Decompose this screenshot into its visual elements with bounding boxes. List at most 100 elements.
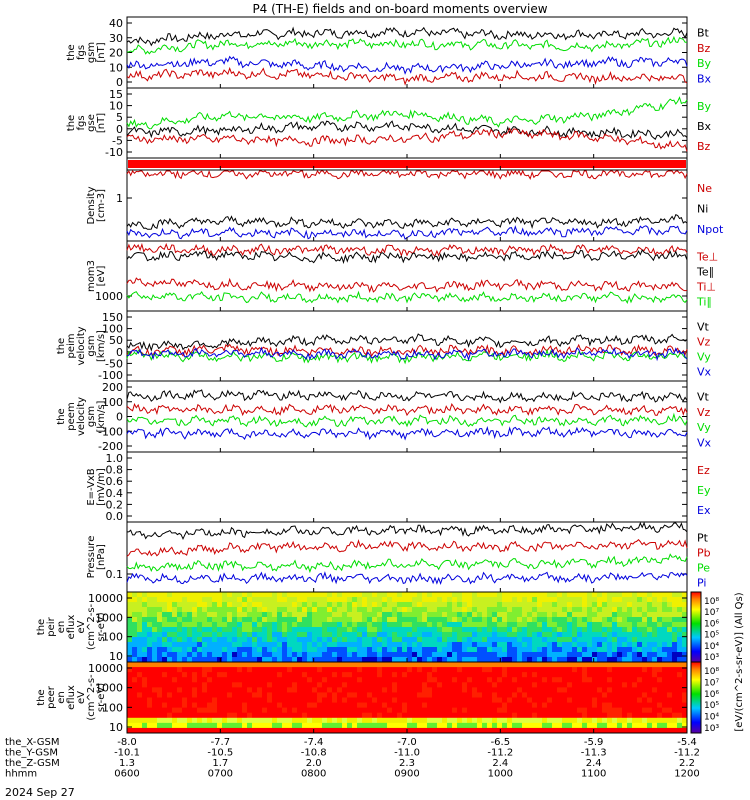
spectrogram-cell: [282, 617, 288, 623]
spectrogram-cell: [332, 647, 338, 653]
spectrogram-cell: [222, 622, 228, 628]
y-tick-label: 0: [116, 411, 123, 424]
spectrogram-cell: [612, 682, 618, 688]
spectrogram-cell: [252, 677, 258, 683]
spectrogram-cell: [127, 712, 133, 719]
spectrogram-cell: [482, 627, 488, 633]
spectrogram-cell: [502, 632, 508, 638]
spectrogram-cell: [292, 707, 298, 714]
spectrogram-cell: [147, 707, 153, 714]
spectrogram-cell: [632, 677, 638, 683]
spectrogram-cell: [262, 677, 268, 683]
spectrogram-cell: [367, 637, 373, 643]
spectrogram-cell: [287, 687, 293, 693]
spectrogram-cell: [542, 717, 548, 724]
spectrogram-cell: [302, 697, 308, 703]
spectrogram-cell: [397, 712, 403, 719]
spectrogram-cell: [347, 672, 353, 678]
spectrogram-cell: [592, 712, 598, 719]
spectrogram-cell: [342, 702, 348, 709]
spectrogram-cell: [367, 722, 373, 729]
spectrogram-cell: [622, 667, 628, 673]
spectrogram-cell: [317, 722, 323, 729]
spectrogram-cell: [547, 612, 553, 618]
spectrogram-cell: [477, 647, 483, 653]
legend-entry: Vz: [697, 336, 711, 349]
spectrogram-cell: [347, 707, 353, 714]
spectrogram-cell: [337, 607, 343, 613]
spectrogram-cell: [222, 682, 228, 688]
spectrogram-cell: [457, 712, 463, 719]
spectrogram-cell: [412, 727, 418, 734]
spectrogram-cell: [577, 602, 583, 608]
spectrogram-cell: [267, 707, 273, 714]
spectrogram-cell: [597, 617, 603, 623]
spectrogram-cell: [632, 702, 638, 709]
spectrogram-cell: [547, 687, 553, 693]
spectrogram-cell: [197, 712, 203, 719]
y-axis-label: en: [56, 621, 67, 634]
spectrogram-cell: [507, 662, 513, 668]
spectrogram-cell: [577, 672, 583, 678]
spectrogram-cell: [412, 622, 418, 628]
spectrogram-cell: [337, 622, 343, 628]
spectrogram-cell: [667, 602, 673, 608]
spectrogram-cell: [597, 627, 603, 633]
spectrogram-cell: [262, 657, 268, 663]
spectrogram-cell: [132, 662, 138, 668]
spectrogram-cell: [617, 717, 623, 724]
spectrogram-cell: [327, 697, 333, 703]
spectrogram-cell: [127, 632, 133, 638]
spectrogram-cell: [582, 607, 588, 613]
spectrogram-cell: [372, 642, 378, 648]
spectrogram-cell: [297, 617, 303, 623]
spectrogram-cell: [677, 602, 683, 608]
y-axis-label: E=-VxB: [86, 468, 97, 505]
spectrogram-cell: [527, 712, 533, 719]
spectrogram-cell: [637, 612, 643, 618]
spectrogram-cell: [557, 657, 563, 663]
spectrogram-cell: [197, 652, 203, 658]
spectrogram-cell: [357, 607, 363, 613]
spectrogram-cell: [422, 657, 428, 663]
spectrogram-cell: [257, 692, 263, 698]
spectrogram-cell: [627, 672, 633, 678]
spectrogram-cell: [532, 647, 538, 653]
panel-frame: [126, 169, 688, 242]
spectrogram-cell: [327, 602, 333, 608]
spectrogram-cell: [327, 657, 333, 663]
spectrogram-cell: [327, 702, 333, 709]
spectrogram-cell: [492, 722, 498, 729]
spectrogram-cell: [537, 682, 543, 688]
spectrogram-cell: [252, 722, 258, 729]
spectrogram-cell: [427, 692, 433, 698]
spectrogram-cell: [232, 672, 238, 678]
spectrogram-cell: [127, 642, 133, 648]
spectrogram-cell: [307, 687, 313, 693]
spectrogram-cell: [582, 717, 588, 724]
spectrogram-cell: [207, 692, 213, 698]
spectrogram-cell: [602, 612, 608, 618]
spectrogram-cell: [282, 627, 288, 633]
ephemeris-label: the_Y-GSM: [5, 748, 58, 759]
spectrogram-cell: [432, 652, 438, 658]
spectrogram-cell: [177, 727, 183, 734]
spectrogram-cell: [467, 727, 473, 734]
spectrogram-cell: [637, 687, 643, 693]
spectrogram-cell: [607, 727, 613, 734]
spectrogram-cell: [497, 717, 503, 724]
spectrogram-cell: [637, 717, 643, 724]
spectrogram-cell: [517, 612, 523, 618]
spectrogram-cell: [167, 702, 173, 709]
y-tick-label: 1: [116, 192, 123, 205]
spectrogram-cell: [497, 727, 503, 734]
spectrogram-cell: [337, 657, 343, 663]
y-axis-label: eflux: [66, 685, 77, 710]
spectrogram-cell: [172, 707, 178, 714]
spectrogram-cell: [597, 607, 603, 613]
spectrogram-cell: [502, 667, 508, 673]
spectrogram-cell: [152, 702, 158, 709]
spectrogram-cell: [522, 617, 528, 623]
spectrogram-cell: [157, 697, 163, 703]
spectrogram-cell: [652, 662, 658, 668]
